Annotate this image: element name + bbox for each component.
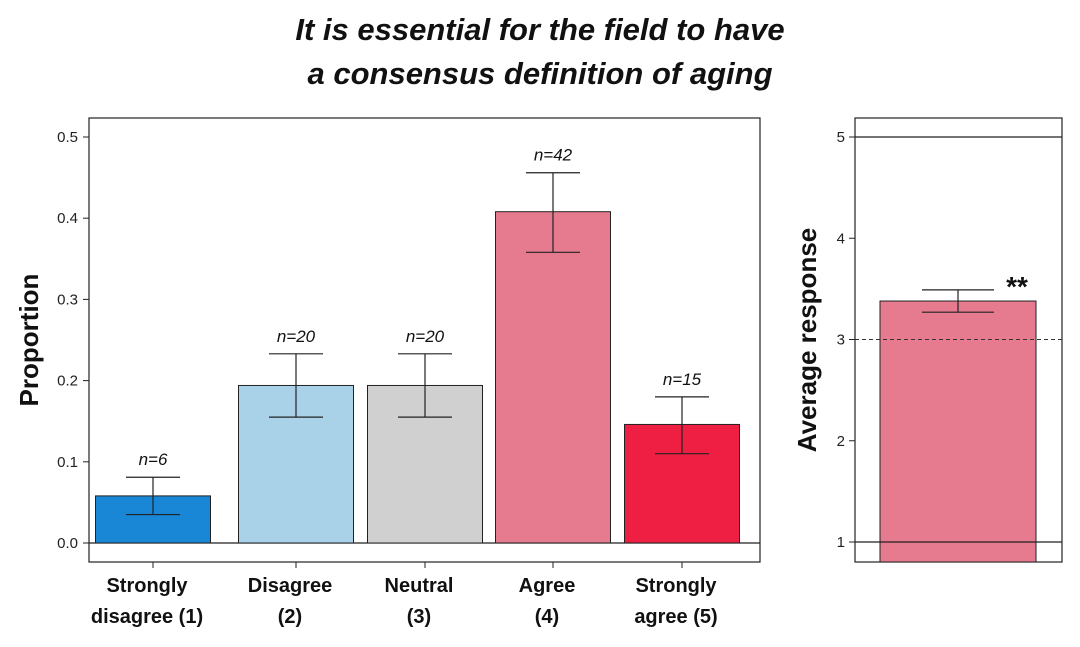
significance-marker: ** — [1006, 271, 1028, 302]
y-tick-label: 2 — [837, 433, 845, 450]
y-tick-label: 0.5 — [57, 129, 78, 146]
chart-title-line1: It is essential for the field to have — [295, 12, 785, 47]
y-tick-label: 0.3 — [57, 291, 78, 308]
n-label: n=42 — [534, 146, 573, 165]
y-tick-label: 0.4 — [57, 210, 78, 227]
n-label: n=6 — [139, 450, 168, 469]
category-label: (4) — [535, 606, 559, 628]
proportion-panel: 0.0 0.1 0.2 0.3 0.4 0.5 n=6 Strongly disagree (1… — [14, 117, 761, 628]
y-axis-title: Average response — [792, 228, 822, 452]
chart-title-line2: a consensus definition of aging — [307, 56, 773, 91]
y-axis-title: Proportion — [14, 274, 44, 407]
category-label: Strongly — [635, 575, 717, 597]
y-tick-label: 1 — [837, 534, 845, 551]
y-tick-label: 0.2 — [57, 373, 78, 390]
n-label: n=20 — [277, 327, 316, 346]
category-label: agree (5) — [634, 606, 717, 628]
y-tick-label: 0.1 — [57, 454, 78, 471]
n-label: n=15 — [663, 370, 702, 389]
n-label: n=20 — [406, 327, 445, 346]
category-label: disagree (1) — [91, 606, 203, 628]
bar — [495, 211, 611, 544]
average-response-panel: 1 2 3 4 5 ** Average response — [792, 117, 1063, 563]
bar — [879, 300, 1037, 563]
y-tick-label: 5 — [837, 129, 845, 146]
category-label: Disagree — [248, 575, 333, 597]
y-tick-label: 4 — [837, 230, 845, 247]
y-tick-label: 0.0 — [57, 535, 78, 552]
category-label: Neutral — [385, 575, 454, 597]
category-label: (3) — [407, 606, 431, 628]
category-label: (2) — [278, 606, 302, 628]
category-label: Agree — [519, 575, 576, 597]
chart-title: It is essential for the field to have a … — [0, 8, 1080, 96]
y-tick-label: 3 — [837, 332, 845, 349]
category-label: Strongly — [106, 575, 188, 597]
